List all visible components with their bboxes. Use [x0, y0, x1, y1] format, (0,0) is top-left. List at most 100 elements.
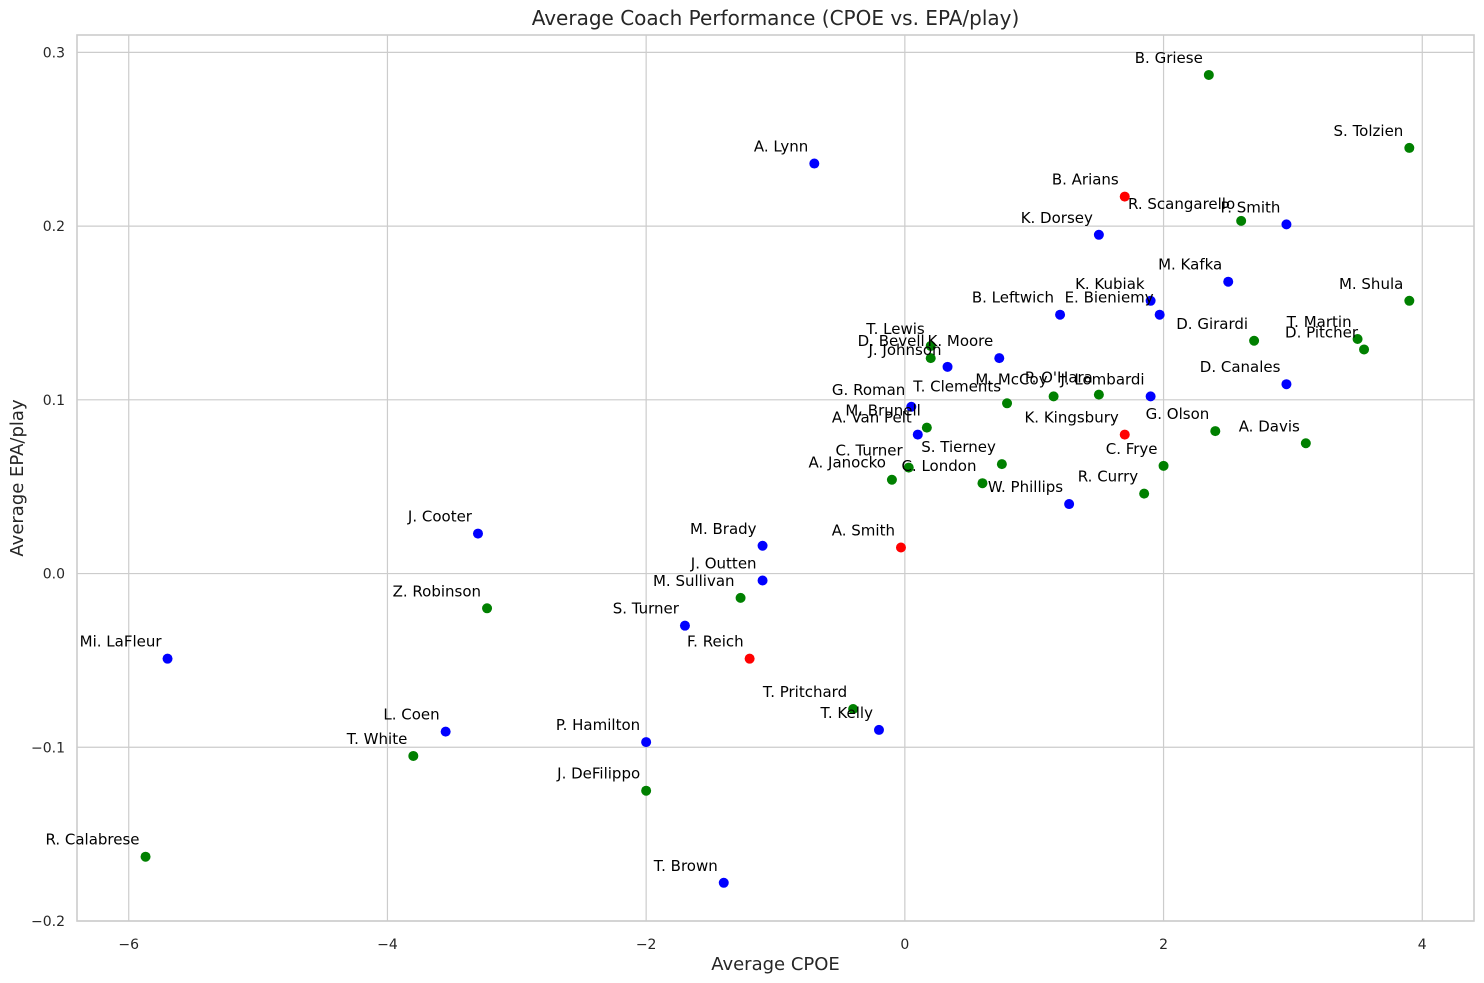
- point-label: M. McCoy: [975, 370, 1047, 388]
- point-label: C. Frye: [1106, 440, 1158, 458]
- point-label: T. Martin: [1286, 313, 1352, 331]
- point-label: D. Canales: [1200, 358, 1281, 376]
- point-label: J. Lombardi: [1059, 370, 1144, 388]
- scatter-point: [472, 528, 483, 539]
- point-label: D. Bevell: [858, 332, 925, 350]
- scatter-point: [1048, 391, 1059, 402]
- grid: [77, 35, 1474, 922]
- point-label: B. Leftwich: [972, 289, 1054, 307]
- y-tick-label: 0.0: [43, 567, 65, 583]
- scatter-point: [1064, 499, 1075, 510]
- y-tick-label: 0.3: [43, 45, 65, 61]
- point-label: K. Kingsbury: [1024, 409, 1118, 427]
- scatter-point: [1300, 438, 1311, 449]
- scatter-point: [1158, 460, 1169, 471]
- scatter-point: [895, 542, 906, 553]
- point-label: A. Van Pelt: [832, 409, 912, 427]
- point-label: P. O'Hara: [1025, 369, 1093, 387]
- y-tick-label: 0.2: [43, 219, 65, 235]
- scatter-point: [1119, 429, 1130, 440]
- point-label: A. Smith: [832, 521, 895, 539]
- scatter-point: [1093, 389, 1104, 400]
- scatter-point: [718, 877, 729, 888]
- scatter-point: [912, 429, 923, 440]
- point-label: B. Griese: [1135, 49, 1203, 67]
- y-tick-label: −0.2: [31, 914, 65, 930]
- point-label: G. Olson: [1146, 405, 1210, 423]
- x-tick-label: −6: [118, 937, 139, 953]
- point-label: T. Pritchard: [762, 683, 847, 701]
- point-label: T. Brown: [653, 857, 718, 875]
- scatter-point: [925, 340, 936, 351]
- scatter-point: [641, 737, 652, 748]
- point-label: L. Coen: [383, 706, 439, 724]
- scatter-point: [809, 158, 820, 169]
- point-label: J. DeFilippo: [556, 765, 640, 783]
- x-tick-label: 0: [900, 937, 909, 953]
- scatter-point: [1359, 344, 1370, 355]
- point-label: Mi. LaFleur: [80, 633, 163, 651]
- scatter-point: [1139, 488, 1150, 499]
- x-tick-label: 2: [1159, 937, 1168, 953]
- scatter-point: [1093, 229, 1104, 240]
- point-label: R. Scangarello: [1128, 195, 1235, 213]
- point-label: S. Tolzien: [1334, 122, 1404, 140]
- scatter-point: [1002, 398, 1013, 409]
- scatter-point: [921, 422, 932, 433]
- scatter-point: [1145, 295, 1156, 306]
- point-label: T. Kelly: [820, 704, 874, 722]
- scatter-point: [1223, 276, 1234, 287]
- x-tick-label: −4: [377, 937, 398, 953]
- scatter-point: [1119, 191, 1130, 202]
- scatter-point: [977, 478, 988, 489]
- point-label: T. Lewis: [865, 320, 925, 338]
- point-labels: B. Griese A. Lynn S. Tolzien B. Arians R. Sc…: [45, 49, 1403, 875]
- scatter-point: [886, 474, 897, 485]
- scatter-point: [408, 750, 419, 761]
- scatter-point: [440, 726, 451, 737]
- scatter-point: [1404, 142, 1415, 153]
- scatter-point: [1154, 309, 1165, 320]
- scatter-point: [1281, 219, 1292, 230]
- point-label: F. Reich: [687, 633, 744, 651]
- scatter-point: [735, 592, 746, 603]
- point-label: M. Brunell: [845, 402, 921, 420]
- point-label: D. Girardi: [1176, 315, 1248, 333]
- x-axis-ticks: −6 −4 −2 0 2 4: [118, 937, 1426, 953]
- x-tick-label: −2: [636, 937, 657, 953]
- scatter-point: [1352, 334, 1363, 345]
- scatter-point: [641, 785, 652, 796]
- point-label: S. Turner: [613, 600, 680, 618]
- x-axis-title: Average CPOE: [711, 954, 840, 975]
- scatter-point: [848, 704, 859, 715]
- point-label: A. Davis: [1239, 417, 1300, 435]
- point-label: Z. Robinson: [393, 582, 481, 600]
- point-label: R. Calabrese: [45, 831, 139, 849]
- point-label: E. Bieniemy: [1065, 289, 1154, 307]
- point-label: C. London: [901, 457, 976, 475]
- y-tick-label: −0.1: [31, 740, 65, 756]
- point-label: R. Curry: [1078, 468, 1138, 486]
- point-label: A. Lynn: [754, 138, 808, 156]
- point-label: M. Brady: [690, 520, 757, 538]
- scatter-point: [757, 540, 768, 551]
- y-axis-title: Average EPA/play: [7, 399, 28, 557]
- point-label: M. Kafka: [1158, 256, 1222, 274]
- point-label: G. Roman: [832, 381, 905, 399]
- y-tick-label: 0.1: [43, 393, 65, 409]
- point-label: P. Hamilton: [556, 716, 640, 734]
- point-label: M. Shula: [1339, 275, 1403, 293]
- y-axis-ticks: −0.2 −0.1 0.0 0.1 0.2 0.3: [31, 45, 65, 930]
- scatter-point: [994, 353, 1005, 364]
- scatter-point: [1203, 69, 1214, 80]
- point-label: J. Outten: [690, 554, 757, 572]
- scatter-point: [140, 851, 151, 862]
- point-label: T. Clements: [912, 377, 1001, 395]
- scatter-point: [1249, 335, 1260, 346]
- scatter-point: [996, 459, 1007, 470]
- point-label: K. Dorsey: [1021, 209, 1093, 227]
- scatter-point: [162, 653, 173, 664]
- scatter-point: [1404, 295, 1415, 306]
